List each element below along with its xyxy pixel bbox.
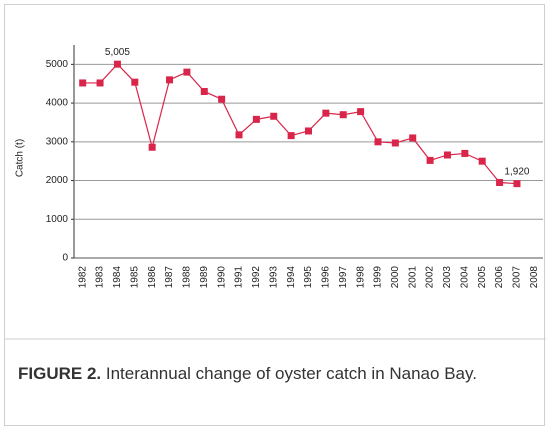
x-tick-label: 1999	[373, 266, 384, 289]
data-point	[79, 79, 87, 87]
x-tick-label: 2003	[442, 266, 453, 289]
data-label: 1,920	[504, 166, 529, 177]
x-tick-label: 2001	[407, 266, 418, 289]
figure-frame	[4, 4, 545, 426]
data-point	[478, 157, 486, 165]
x-tick-label: 1993	[268, 266, 279, 289]
caption: FIGURE 2. Interannual change of oyster c…	[18, 360, 518, 387]
x-tick-label: 1992	[251, 266, 262, 289]
data-point	[235, 131, 243, 139]
x-tick-label: 2005	[477, 266, 488, 289]
data-point	[113, 60, 121, 68]
caption-label: FIGURE 2.	[18, 364, 102, 383]
x-tick-label: 1987	[164, 266, 175, 289]
data-point	[513, 180, 521, 188]
data-point	[287, 132, 295, 140]
data-point	[322, 109, 330, 117]
caption-text: Interannual change of oyster catch in Na…	[105, 364, 477, 383]
x-tick-label: 1994	[286, 266, 297, 289]
x-tick-label: 2007	[512, 266, 523, 289]
x-tick-label: 2002	[425, 266, 436, 289]
data-point	[426, 156, 434, 164]
data-point	[496, 178, 504, 186]
data-label: 5,005	[105, 47, 130, 58]
data-point	[131, 78, 139, 86]
x-tick-label: 1995	[303, 266, 314, 289]
x-tick-label: 1988	[182, 266, 193, 289]
y-tick-label: 2000	[46, 175, 69, 186]
x-tick-label: 1982	[77, 266, 88, 289]
x-tick-label: 2004	[459, 266, 470, 289]
y-tick-label: 5000	[46, 59, 69, 70]
data-point	[96, 79, 104, 87]
y-axis-label: Catch (t)	[15, 139, 26, 177]
x-tick-label: 1986	[147, 266, 158, 289]
series-line	[82, 63, 517, 185]
x-tick-label: 1996	[321, 266, 332, 289]
data-point	[443, 151, 451, 159]
data-point	[374, 138, 382, 146]
data-point	[339, 111, 347, 119]
x-tick-label: 1985	[129, 266, 140, 289]
y-tick-label: 1000	[46, 214, 69, 225]
x-tick-label: 1991	[234, 266, 245, 289]
data-point	[166, 76, 174, 84]
x-tick-label: 2000	[390, 266, 401, 289]
data-point	[409, 134, 417, 142]
x-tick-label: 1998	[355, 266, 366, 289]
x-tick-label: 1990	[216, 266, 227, 289]
data-point	[357, 108, 365, 116]
data-point	[200, 87, 208, 95]
data-point	[391, 139, 399, 147]
x-tick-label: 1997	[338, 266, 349, 289]
data-point	[218, 95, 226, 103]
data-point	[305, 127, 312, 135]
chart: Catch (t) 0 1000 2000 3000 4000 5000 1982 1983 1…	[4, 45, 546, 340]
x-tick-label: 2006	[494, 266, 505, 289]
y-tick-label: 3000	[46, 136, 69, 147]
y-tick-label: 4000	[46, 98, 69, 109]
data-point	[270, 112, 278, 120]
x-tick-label: 1989	[199, 266, 210, 289]
data-point	[461, 149, 469, 157]
x-tick-label: 1983	[95, 266, 106, 289]
data-point	[252, 115, 260, 123]
data-point	[183, 68, 191, 76]
y-tick-label: 0	[62, 253, 68, 264]
x-tick-label: 1984	[112, 266, 123, 289]
x-tick-label: 2008	[529, 266, 540, 289]
data-point	[148, 143, 156, 151]
